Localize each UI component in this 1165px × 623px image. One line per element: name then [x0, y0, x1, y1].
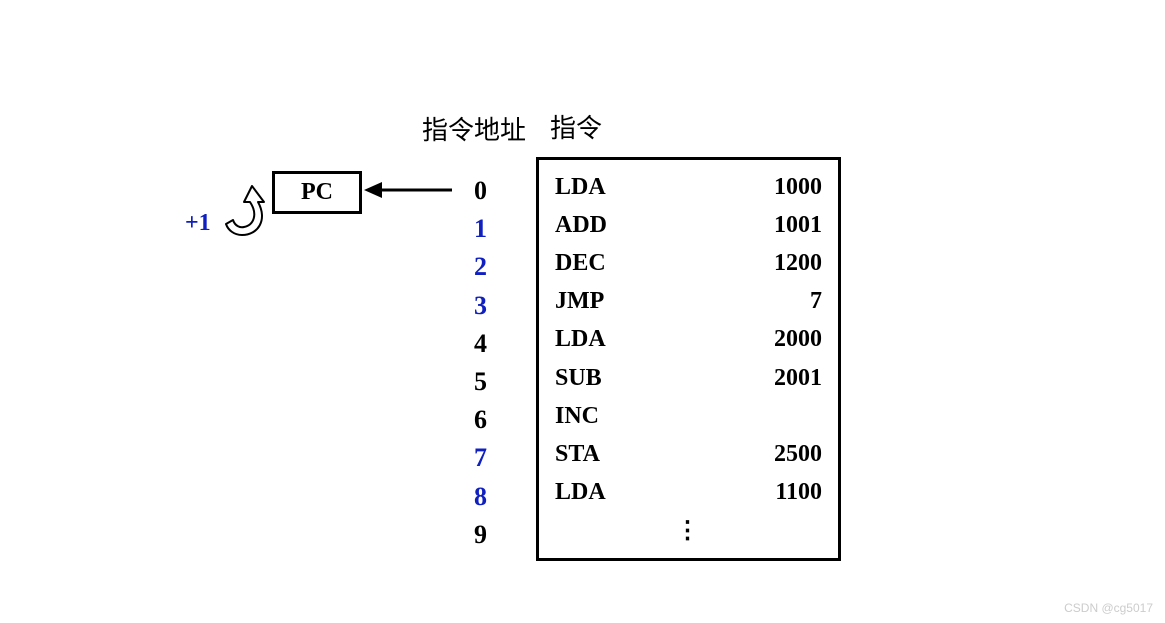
pc-label: PC: [301, 179, 333, 205]
operand-text: 7: [665, 288, 822, 315]
opcode-text: LDA: [555, 174, 665, 201]
diagram-canvas: 指令地址 指令 PC +1 0123456789 LDA1000ADD1001D…: [0, 0, 1165, 623]
instruction-row: LDA1100: [539, 474, 838, 512]
instruction-row: SUB2001: [539, 359, 838, 397]
address-cell: 9: [447, 516, 487, 554]
loop-arrow-icon: [218, 180, 278, 240]
instruction-column-header: 指令: [550, 108, 602, 145]
operand-text: 2001: [665, 365, 822, 392]
opcode-text: DEC: [555, 250, 665, 277]
instruction-row: DEC1200: [539, 244, 838, 282]
operand-text: 1000: [665, 174, 822, 201]
instruction-row: STA2500: [539, 435, 838, 473]
address-cell: 1: [447, 210, 487, 248]
address-column: 0123456789: [447, 172, 487, 554]
opcode-text: JMP: [555, 288, 665, 315]
instruction-row: JMP7: [539, 283, 838, 321]
address-cell: 3: [447, 287, 487, 325]
operand-text: 1200: [665, 250, 822, 277]
operand-text: 1001: [665, 212, 822, 239]
instruction-row: LDA2000: [539, 321, 838, 359]
opcode-text: LDA: [555, 479, 665, 506]
operand-text: 2000: [665, 326, 822, 353]
instruction-row: ⋮: [539, 512, 838, 550]
address-cell: 5: [447, 363, 487, 401]
opcode-text: LDA: [555, 326, 665, 353]
watermark-text: CSDN @cg5017: [1064, 601, 1153, 615]
opcode-text: INC: [555, 403, 665, 430]
operand-text: 1100: [665, 479, 822, 506]
address-cell: 7: [447, 439, 487, 477]
pc-register-box: PC: [272, 171, 362, 214]
ellipsis-icon: ⋮: [555, 516, 822, 545]
address-cell: 8: [447, 478, 487, 516]
operand-text: 2500: [665, 441, 822, 468]
address-column-header: 指令地址: [422, 110, 526, 147]
address-cell: 6: [447, 401, 487, 439]
instruction-row: ADD1001: [539, 206, 838, 244]
address-cell: 2: [447, 248, 487, 286]
opcode-text: STA: [555, 441, 665, 468]
address-cell: 0: [447, 172, 487, 210]
instruction-row: LDA1000: [539, 168, 838, 206]
address-cell: 4: [447, 325, 487, 363]
opcode-text: ADD: [555, 212, 665, 239]
opcode-text: SUB: [555, 365, 665, 392]
instruction-row: INC: [539, 397, 838, 435]
increment-label: +1: [185, 210, 211, 237]
instruction-memory-box: LDA1000ADD1001DEC1200JMP7LDA2000SUB2001I…: [536, 157, 841, 561]
